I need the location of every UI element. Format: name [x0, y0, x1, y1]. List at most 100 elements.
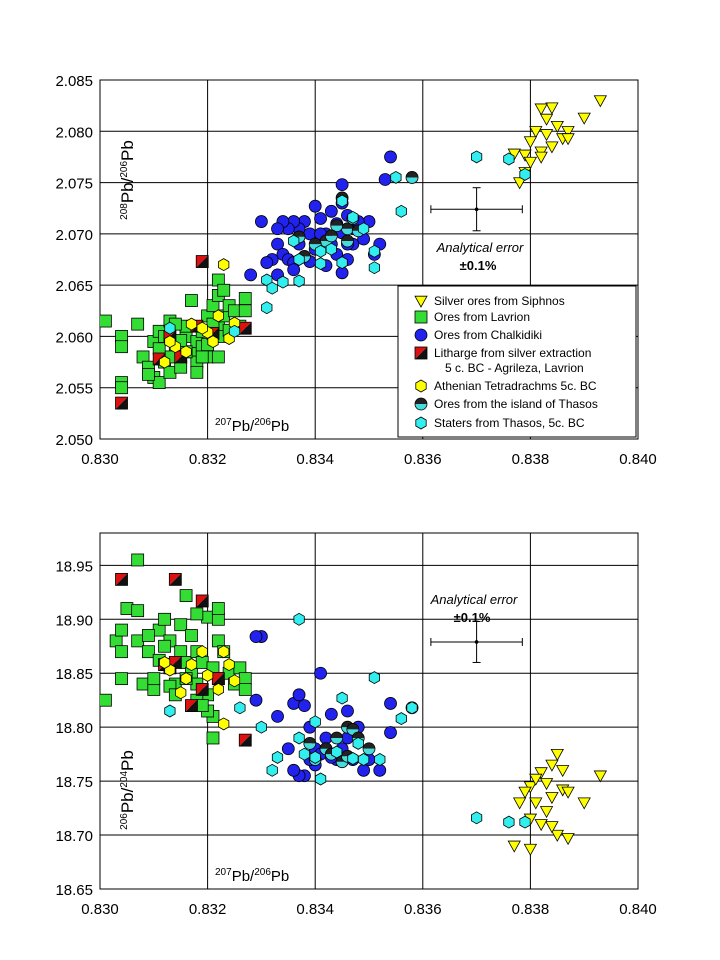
point-staters-from-thasos-5c-bc — [470, 150, 483, 164]
point-ores-from-chalkidiki — [260, 256, 274, 269]
point-staters-from-thasos-5c-bc — [336, 194, 348, 208]
point-ores-from-lavrion — [131, 634, 145, 648]
point-silver-ores-from-siphnos — [561, 126, 575, 139]
point-staters-from-thasos-5c-bc — [390, 170, 402, 184]
y-tick-label: 18.80 — [55, 720, 93, 737]
point-ores-from-chalkidiki — [384, 697, 397, 710]
point-ores-from-chalkidiki — [384, 726, 397, 739]
point-silver-ores-from-siphnos — [539, 778, 554, 791]
point-staters-from-thasos-5c-bc — [293, 274, 305, 288]
legend-label: Ores from Chalkidiki — [434, 328, 542, 342]
bottom-error-note: Analytical error — [430, 592, 518, 607]
point-ores-from-lavrion — [211, 634, 225, 648]
point-litharge-from-silver-extraction — [115, 572, 128, 586]
y-tick-label: 2.065 — [55, 278, 93, 295]
point-staters-from-thasos-5c-bc — [331, 745, 343, 759]
legend-marker-circle — [414, 328, 428, 342]
chart-bottom: 18.65 18.70 18.75 18.80 18.85 18.90 18.95 0.83… — [55, 532, 657, 918]
point-ores-from-lavrion — [179, 589, 193, 602]
y-tick-label: 2.080 — [55, 124, 93, 141]
point-ores-from-chalkidiki — [324, 707, 338, 721]
point-staters-from-thasos-5c-bc — [395, 204, 407, 218]
legend: Silver ores from Siphnos Ores from Lavri… — [397, 285, 637, 438]
point-silver-ores-from-siphnos — [539, 806, 554, 819]
point-ores-from-lavrion — [158, 612, 171, 626]
point-ores-from-lavrion — [115, 340, 128, 354]
series-litharge-from-silver-extraction — [115, 572, 252, 747]
point-ores-from-lavrion — [174, 618, 188, 632]
point-ores-from-lavrion — [142, 367, 155, 381]
legend-marker — [414, 397, 428, 411]
legend-marker — [414, 310, 428, 324]
point-ores-from-lavrion — [152, 623, 166, 637]
point-ores-from-lavrion — [190, 607, 204, 621]
point-ores-from-lavrion — [190, 365, 204, 379]
bottom-scatter-points — [100, 553, 608, 856]
point-ores-from-lavrion — [142, 645, 155, 659]
y-tick-label: 18.90 — [55, 612, 93, 629]
point-ores-from-lavrion — [174, 645, 188, 659]
point-ores-from-the-island-of-thasos — [405, 171, 419, 184]
legend-label: Litharge from silver extraction — [434, 346, 591, 360]
point-ores-from-lavrion — [233, 661, 247, 675]
bottom-plot-frame — [99, 532, 639, 890]
top-error-bar — [430, 187, 523, 232]
point-athenian-tetradrachms-5c-bc — [218, 645, 230, 659]
point-silver-ores-from-siphnos — [545, 792, 559, 805]
point-staters-from-thasos-5c-bc — [503, 152, 515, 166]
legend-item-thasos-staters: Staters from Thasos, 5c. BC — [415, 416, 585, 430]
x-tick-label: 0.830 — [81, 901, 119, 918]
y-tick-label: 18.75 — [55, 774, 93, 791]
point-silver-ores-from-siphnos — [561, 833, 575, 846]
chart-top: 2.050 2.055 2.060 2.065 2.070 2.075 2.080 2.085… — [55, 73, 656, 468]
point-silver-ores-from-siphnos — [561, 133, 575, 146]
point-ores-from-lavrion — [136, 677, 150, 691]
point-litharge-from-silver-extraction — [195, 594, 209, 608]
point-ores-from-chalkidiki — [249, 630, 263, 643]
point-silver-ores-from-siphnos — [534, 819, 548, 832]
point-ores-from-lavrion — [201, 610, 215, 624]
point-staters-from-thasos-5c-bc — [325, 242, 337, 256]
y-tick-label: 2.050 — [55, 432, 93, 449]
point-staters-from-thasos-5c-bc — [261, 301, 273, 315]
point-ores-from-lavrion — [211, 612, 225, 626]
point-athenian-tetradrachms-5c-bc — [218, 717, 230, 731]
legend-item-thasos-ores: Ores from the island of Thasos — [414, 397, 598, 411]
point-athenian-tetradrachms-5c-bc — [185, 658, 198, 672]
point-staters-from-thasos-5c-bc — [228, 324, 241, 338]
point-staters-from-thasos-5c-bc — [266, 763, 278, 777]
x-tick-label: 0.834 — [296, 451, 334, 468]
point-litharge-from-silver-extraction — [238, 321, 252, 335]
point-staters-from-thasos-5c-bc — [234, 701, 246, 715]
point-ores-from-lavrion — [115, 381, 128, 395]
bottom-x-tick-labels: 0.830 0.832 0.834 0.836 0.838 0.840 — [81, 901, 657, 918]
point-ores-from-lavrion — [100, 314, 112, 328]
point-silver-ores-from-siphnos — [523, 843, 538, 856]
point-silver-ores-from-siphnos — [545, 821, 559, 834]
point-ores-from-lavrion — [115, 645, 128, 659]
top-error-note: Analytical error — [436, 240, 524, 255]
x-tick-label: 0.838 — [512, 451, 550, 468]
y-tick-label: 2.055 — [55, 381, 93, 398]
bottom-y-axis-label: 206Pb/204Pb — [118, 750, 137, 830]
x-tick-label: 0.832 — [189, 901, 227, 918]
point-staters-from-thasos-5c-bc — [293, 731, 305, 745]
point-silver-ores-from-siphnos — [523, 136, 538, 149]
point-ores-from-chalkidiki — [287, 763, 301, 777]
point-ores-from-the-island-of-thasos — [303, 736, 317, 750]
series-athenian-tetradrachms-5c-bc — [158, 645, 241, 731]
point-athenian-tetradrachms-5c-bc — [164, 335, 176, 349]
point-staters-from-thasos-5c-bc — [164, 704, 176, 718]
legend-marker-split-circle — [414, 397, 428, 411]
point-ores-from-lavrion — [163, 365, 177, 379]
point-ores-from-lavrion — [158, 639, 171, 653]
top-scatter-points — [100, 95, 608, 410]
point-staters-from-thasos-5c-bc — [288, 234, 300, 248]
point-silver-ores-from-siphnos — [529, 126, 543, 139]
y-tick-label: 18.85 — [55, 666, 93, 683]
x-tick-label: 0.838 — [512, 901, 550, 918]
point-silver-ores-from-siphnos — [534, 103, 548, 116]
point-ores-from-lavrion — [147, 672, 161, 686]
point-silver-ores-from-siphnos — [529, 797, 543, 810]
